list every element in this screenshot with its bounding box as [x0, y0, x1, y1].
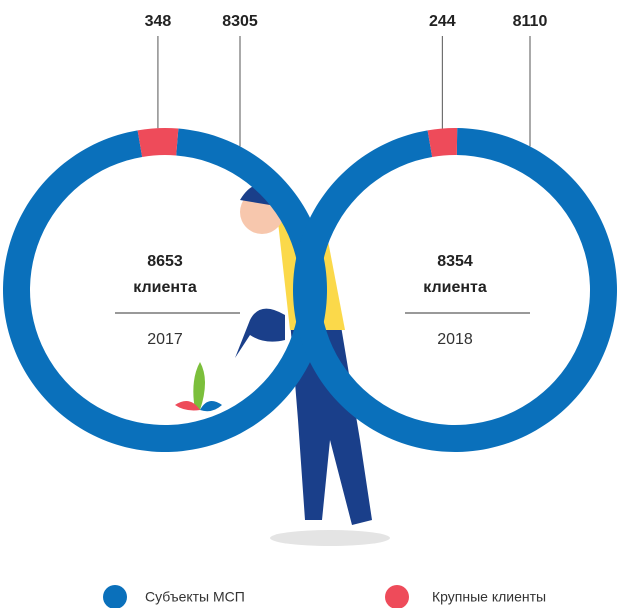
- center-value: 8354: [437, 253, 473, 270]
- center-value: 8653: [147, 253, 183, 270]
- center-label: клиента: [423, 279, 487, 296]
- legs: [290, 320, 372, 525]
- year: 2018: [437, 331, 473, 348]
- plant-leaf: [200, 401, 222, 412]
- plant-leaf: [175, 401, 200, 411]
- value-label: 8305: [222, 13, 258, 30]
- shadow: [270, 530, 390, 546]
- legend-label: Крупные клиенты: [432, 589, 546, 605]
- donut-segment: [137, 128, 179, 157]
- watering-can: [235, 308, 285, 358]
- year: 2017: [147, 331, 183, 348]
- legend-swatch: [385, 585, 409, 608]
- plant: [193, 362, 205, 410]
- value-label: 348: [145, 13, 172, 30]
- value-label: 244: [429, 13, 456, 30]
- donut-segment: [427, 128, 458, 157]
- value-label: 8110: [513, 13, 548, 30]
- charts: 8305 348 8653 клиента 2017 8110 244 8354 клиента…: [2, 13, 617, 608]
- legend-swatch: [103, 585, 127, 608]
- center-label: клиента: [133, 279, 197, 296]
- legend-label: Субъекты МСП: [145, 589, 245, 605]
